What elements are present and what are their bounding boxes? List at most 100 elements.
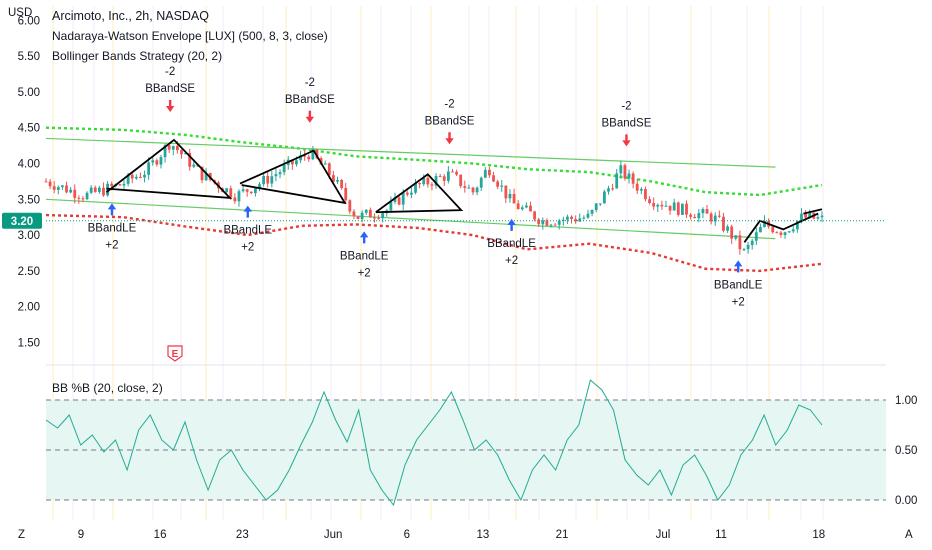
candle-body: [126, 174, 130, 184]
candle-body: [249, 191, 253, 194]
long-signal[interactable]: BBandLE +2: [88, 203, 137, 251]
candle-body: [639, 188, 643, 191]
candle-body: [524, 205, 528, 208]
trend-channel-lower: [45, 198, 776, 240]
candle-body: [656, 204, 660, 207]
pattern-drawing[interactable]: [239, 149, 347, 205]
short-signal[interactable]: -2 BBandSE: [285, 77, 335, 123]
candle-body: [393, 197, 397, 202]
pattern-drawing[interactable]: [803, 208, 823, 215]
candle-body: [44, 181, 48, 183]
signal-label: BBandSE: [285, 94, 335, 106]
candle-body: [598, 203, 602, 205]
candle-body: [459, 174, 463, 187]
candle-body: [557, 220, 561, 225]
short-signal[interactable]: -2 BBandSE: [425, 98, 475, 145]
session-band: [488, 6, 490, 520]
svg-text:E: E: [172, 349, 179, 360]
percent-b-title[interactable]: BB %B (20, close, 2): [52, 381, 163, 395]
short-arrow-icon: [305, 110, 315, 123]
time-tick-label: Jul: [656, 529, 671, 541]
candle-body: [110, 183, 114, 187]
candle-body: [139, 176, 142, 178]
candle-body: [455, 171, 458, 175]
candle-body: [705, 209, 709, 214]
time-axis[interactable]: 9 16 23 Jun 6 13 21 Jul 11 18: [78, 529, 825, 541]
candle-body: [623, 165, 627, 179]
candle-body: [274, 174, 278, 177]
candle-body: [804, 213, 807, 218]
long-signal[interactable]: BBandLE +2: [223, 205, 272, 254]
candle-body: [48, 181, 52, 187]
envelope-lower-line: [45, 213, 823, 273]
candle-body: [85, 192, 89, 200]
session-band: [575, 6, 577, 520]
price-tick-label: 6.00: [18, 15, 40, 27]
session-band: [515, 6, 517, 520]
pattern-drawing[interactable]: [743, 212, 819, 243]
candle-body: [401, 192, 405, 205]
indicator-envelope-title[interactable]: Nadaraya-Watson Envelope [LUX] (500, 8, …: [52, 29, 328, 43]
session-band: [72, 6, 74, 520]
long-arrow-icon: [733, 260, 743, 273]
pattern-drawing[interactable]: [105, 138, 233, 199]
short-signal[interactable]: -2 BBandSE: [145, 66, 195, 113]
candle-body: [451, 171, 454, 173]
candle-body: [791, 229, 795, 232]
long-signal[interactable]: BBandLE +2: [487, 218, 536, 267]
candle-body: [652, 203, 656, 207]
long-signal[interactable]: BBandLE +2: [714, 260, 763, 308]
long-arrow-icon: [243, 205, 252, 218]
price-y-axis: 6.00 5.50 5.00 4.50 4.00 3.50 3.00 2.50 2.00 1.50: [18, 15, 40, 349]
candle-body: [553, 224, 557, 226]
session-band: [596, 6, 598, 520]
candle-body: [763, 220, 766, 227]
candle-body: [356, 216, 360, 220]
candle-body: [155, 160, 159, 165]
price-tick-label: 5.50: [18, 51, 40, 63]
session-band: [285, 6, 287, 520]
candle-body: [89, 187, 93, 193]
candle-body: [414, 183, 417, 193]
candle-body: [106, 183, 109, 196]
pattern-lines: [105, 138, 823, 243]
candle-body: [820, 215, 824, 218]
candle-body: [233, 197, 237, 202]
session-band: [152, 6, 154, 520]
currency-label: USD: [8, 7, 32, 19]
percent-b-tick-label: 0.00: [895, 495, 917, 507]
indicator-bb-strategy-title[interactable]: Bollinger Bands Strategy (20, 2): [52, 49, 222, 63]
percent-b-pane[interactable]: 1.00 0.50 0.00 BB %B (20, close, 2): [45, 379, 917, 507]
candle-body: [336, 180, 339, 182]
candle-body: [340, 180, 344, 188]
candle-body: [619, 165, 623, 174]
session-band: [330, 6, 332, 520]
candle-body: [81, 198, 85, 200]
earnings-marker-icon[interactable]: E: [167, 345, 183, 362]
candle-body: [389, 201, 393, 211]
current-price-label: 3.20: [11, 216, 33, 228]
candle-body: [352, 211, 356, 217]
symbol-title[interactable]: Arcimoto, Inc., 2h, NASDAQ: [52, 9, 209, 23]
long-signal[interactable]: BBandLE +2: [340, 231, 389, 279]
envelope-lines: [45, 126, 823, 273]
auto-scale-icon[interactable]: A: [905, 529, 913, 541]
time-tick-label: 18: [812, 529, 825, 541]
candle-body: [368, 209, 372, 218]
price-pane[interactable]: 6.00 5.50 5.00 4.50 4.00 3.50 3.00 2.50 2.00 1.50…: [2, 7, 886, 366]
pattern-drawing[interactable]: [375, 173, 464, 214]
candle-body: [184, 152, 187, 155]
candle-body: [430, 184, 434, 186]
candle-body: [377, 217, 380, 219]
candle-body: [742, 249, 746, 251]
session-band: [648, 6, 650, 520]
candle-body: [504, 185, 508, 199]
short-signal[interactable]: -2 BBandSE: [602, 100, 652, 147]
timezone-icon[interactable]: Z: [18, 529, 25, 541]
session-band: [180, 6, 182, 520]
candle-body: [134, 176, 138, 179]
candle-body: [734, 235, 738, 239]
candle-body: [529, 205, 532, 212]
candle-body: [537, 219, 541, 225]
